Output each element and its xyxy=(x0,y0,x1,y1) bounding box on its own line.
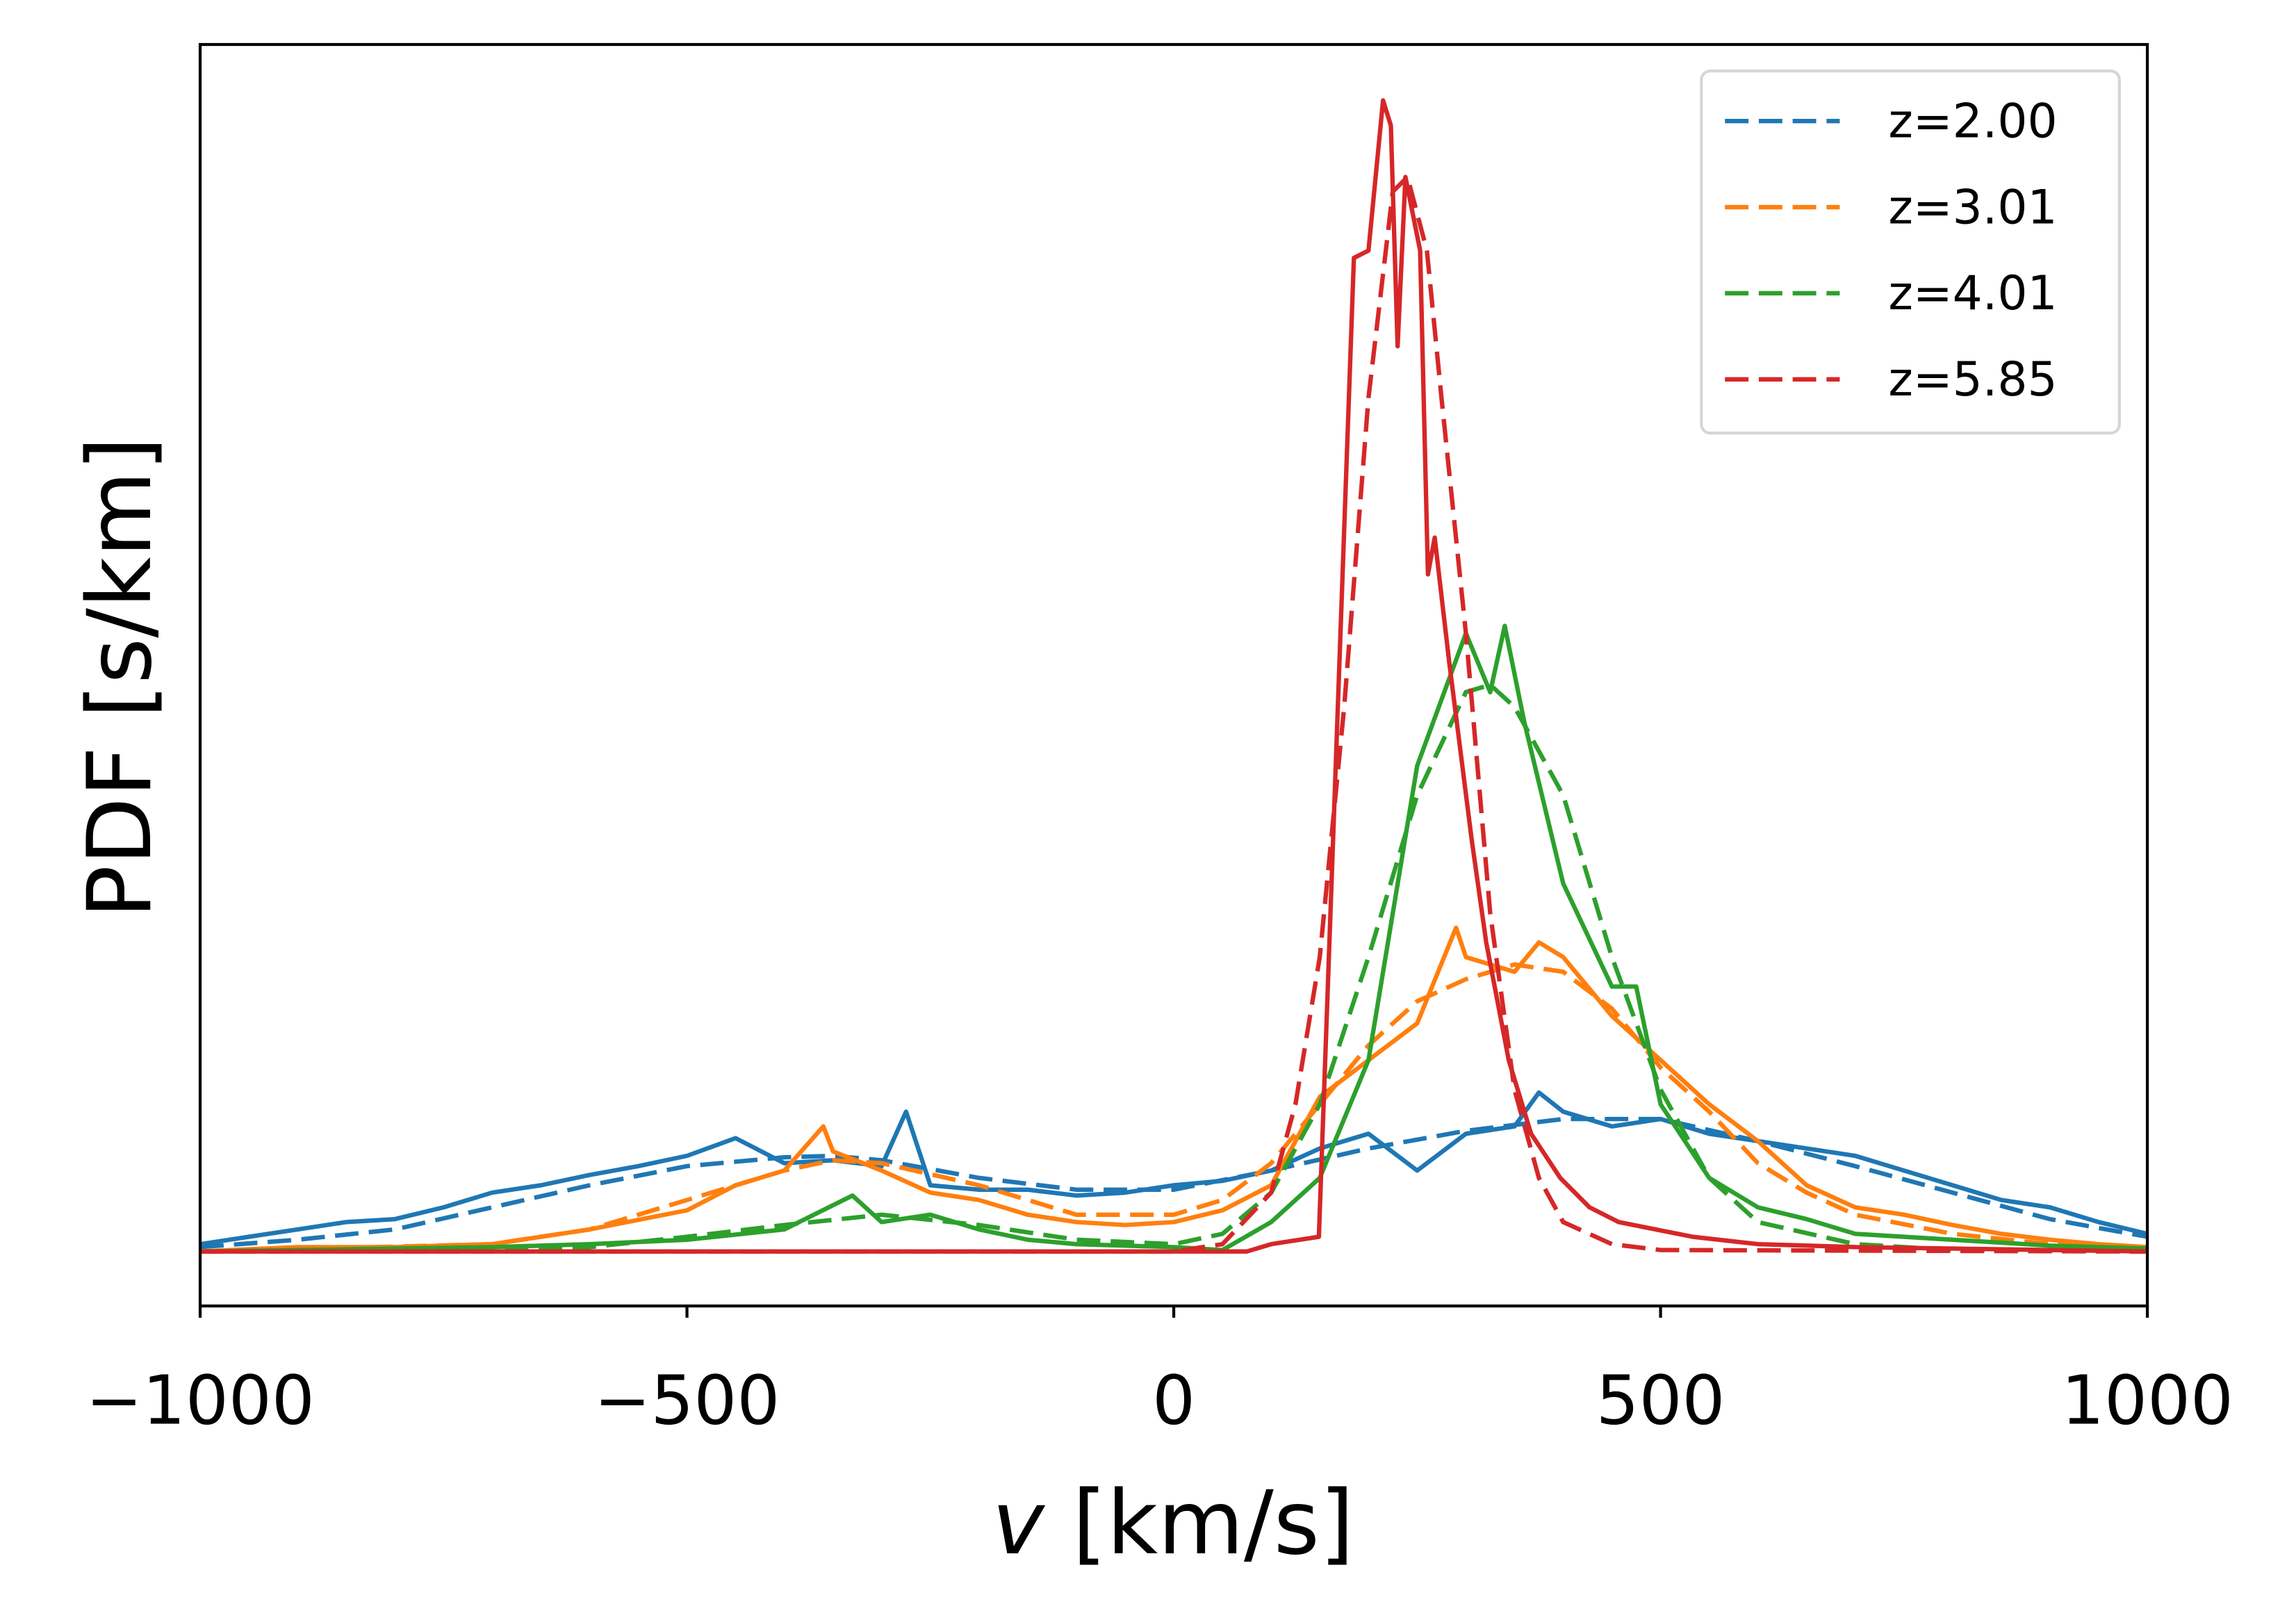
series-3-data-line xyxy=(200,98,2148,1254)
legend-label: z=2.00 xyxy=(1888,93,2057,148)
series-0-data-line xyxy=(200,1090,2148,1247)
series-2-data-line xyxy=(200,623,2148,1254)
x-axis-label: v [km/s] xyxy=(992,1471,1354,1574)
legend-label: z=4.01 xyxy=(1888,265,2057,320)
legend-label: z=5.85 xyxy=(1888,352,2057,407)
x-tick-label: −1000 xyxy=(85,1361,315,1440)
series-2-fit-line xyxy=(200,682,2148,1254)
y-axis-label: PDF [s/km] xyxy=(68,436,171,918)
legend: z=2.00 z=3.01 z=4.01 z=5.85 xyxy=(1700,69,2121,435)
plot-lines xyxy=(200,98,2148,1254)
x-tick-label: 1000 xyxy=(2061,1361,2233,1440)
x-axis-label-var: v xyxy=(992,1471,1045,1574)
legend-label: z=3.01 xyxy=(1888,179,2057,234)
x-tick-label: −500 xyxy=(594,1361,780,1440)
x-axis-ticks: −1000 −500 0 500 1000 xyxy=(85,1306,2233,1440)
legend-box xyxy=(1700,69,2121,435)
x-tick-label: 500 xyxy=(1596,1361,1725,1440)
x-tick-label: 0 xyxy=(1152,1361,1195,1440)
series-1-fit-line xyxy=(200,962,2148,1254)
x-axis-label-unit: [km/s] xyxy=(1044,1471,1354,1574)
series-0-fit-line xyxy=(200,1116,2148,1250)
